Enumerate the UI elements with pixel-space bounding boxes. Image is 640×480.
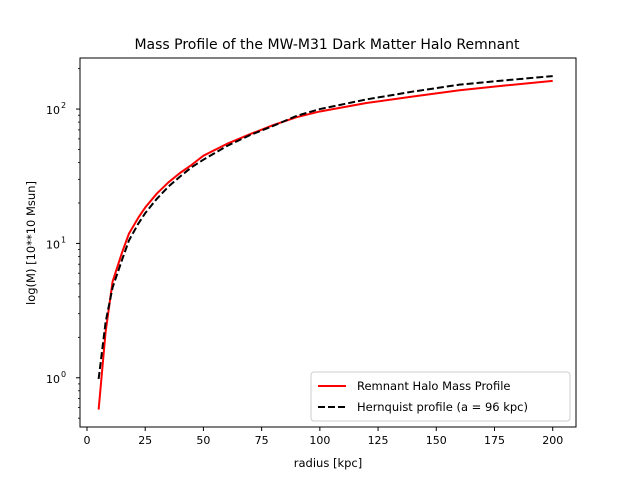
y-tick-exponent: 0 xyxy=(61,370,66,379)
series-lines xyxy=(97,75,553,410)
legend-label-remnant: Remnant Halo Mass Profile xyxy=(357,379,511,393)
legend-label-hernquist: Hernquist profile (a = 96 kpc) xyxy=(357,400,528,414)
x-axis-label: radius [kpc] xyxy=(294,456,362,470)
plot-area xyxy=(79,57,577,428)
x-tick-label: 100 xyxy=(309,434,330,447)
x-tick-label: 125 xyxy=(368,434,389,447)
chart-title: Mass Profile of the MW-M31 Dark Matter H… xyxy=(134,37,520,53)
y-tick-exponent: 2 xyxy=(61,101,66,110)
x-tick-label: 200 xyxy=(542,434,563,447)
x-tick-label: 25 xyxy=(138,434,152,447)
legend-frame xyxy=(310,371,571,422)
x-tick-label: 150 xyxy=(426,434,447,447)
x-tick-label: 0 xyxy=(83,434,90,447)
y-tick-label: 10 xyxy=(46,238,60,251)
y-tick-label: 10 xyxy=(46,373,60,386)
y-tick-exponent: 1 xyxy=(61,235,66,244)
x-axis-ticks: 0 25 50 75 100 125 150 175 200 xyxy=(83,427,563,447)
x-tick-label: 50 xyxy=(196,434,210,447)
series-line-1 xyxy=(97,75,553,380)
series-line-0 xyxy=(97,79,553,410)
plot-frame xyxy=(79,57,577,428)
x-tick-label: 175 xyxy=(484,434,505,447)
y-tick-label: 10 xyxy=(46,104,60,117)
y-axis-label: log(M) [10**10 Msun] xyxy=(24,181,38,305)
legend: Remnant Halo Mass Profile Hernquist prof… xyxy=(310,371,571,422)
x-tick-label: 75 xyxy=(255,434,269,447)
